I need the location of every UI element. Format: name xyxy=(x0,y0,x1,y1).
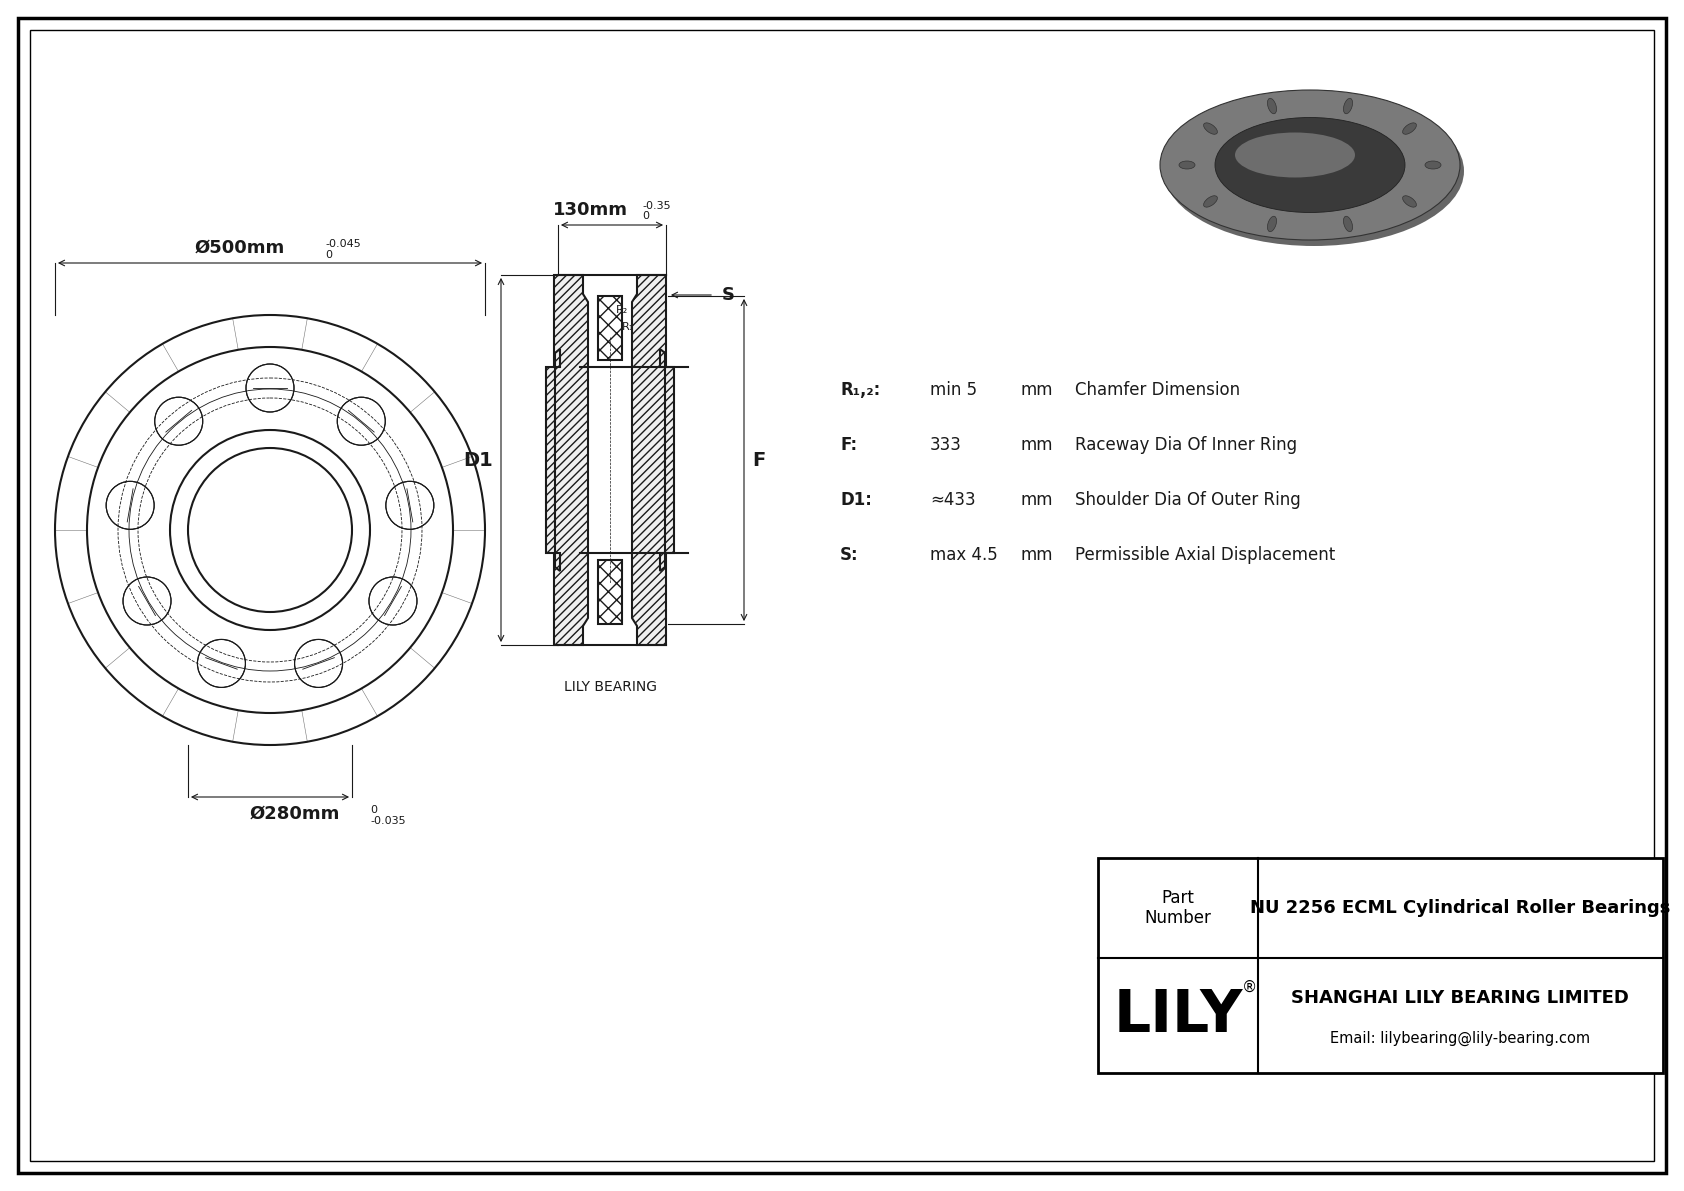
Polygon shape xyxy=(598,297,621,360)
Text: min 5: min 5 xyxy=(930,381,977,399)
Polygon shape xyxy=(660,349,674,570)
Text: -0.035: -0.035 xyxy=(370,816,406,827)
Text: S:: S: xyxy=(840,545,859,565)
Text: Raceway Dia Of Inner Ring: Raceway Dia Of Inner Ring xyxy=(1074,436,1297,454)
Text: mm: mm xyxy=(1021,381,1052,399)
Ellipse shape xyxy=(1403,195,1416,207)
Text: Shoulder Dia Of Outer Ring: Shoulder Dia Of Outer Ring xyxy=(1074,491,1300,509)
Text: Email: lilybearing@lily-bearing.com: Email: lilybearing@lily-bearing.com xyxy=(1330,1031,1590,1046)
Text: mm: mm xyxy=(1021,436,1052,454)
Text: LILY: LILY xyxy=(1113,986,1243,1043)
Text: ≈433: ≈433 xyxy=(930,491,975,509)
Ellipse shape xyxy=(1268,99,1276,114)
Text: R₁,₂:: R₁,₂: xyxy=(840,381,881,399)
Text: R₁: R₁ xyxy=(621,322,635,332)
Text: mm: mm xyxy=(1021,545,1052,565)
Text: -0.35: -0.35 xyxy=(642,201,670,211)
Text: Chamfer Dimension: Chamfer Dimension xyxy=(1074,381,1239,399)
Text: mm: mm xyxy=(1021,491,1052,509)
Text: D1: D1 xyxy=(463,450,493,469)
Text: LILY BEARING: LILY BEARING xyxy=(564,680,657,694)
Ellipse shape xyxy=(1234,132,1356,177)
Text: S: S xyxy=(722,286,734,304)
Text: -0.045: -0.045 xyxy=(325,239,360,249)
Polygon shape xyxy=(554,275,588,646)
Text: NU 2256 ECML Cylindrical Roller Bearings: NU 2256 ECML Cylindrical Roller Bearings xyxy=(1250,899,1671,917)
Text: Permissible Axial Displacement: Permissible Axial Displacement xyxy=(1074,545,1335,565)
Ellipse shape xyxy=(1204,123,1218,135)
Polygon shape xyxy=(598,560,621,624)
Text: 130mm: 130mm xyxy=(552,201,628,219)
Ellipse shape xyxy=(1403,123,1416,135)
Text: D1:: D1: xyxy=(840,491,872,509)
Ellipse shape xyxy=(1179,161,1196,169)
Ellipse shape xyxy=(1160,91,1460,241)
Ellipse shape xyxy=(1344,99,1352,114)
Text: 333: 333 xyxy=(930,436,962,454)
Ellipse shape xyxy=(1204,195,1218,207)
Text: R₂: R₂ xyxy=(616,305,628,314)
Polygon shape xyxy=(632,275,665,646)
Text: Ø500mm: Ø500mm xyxy=(195,239,285,257)
Polygon shape xyxy=(546,349,561,570)
Bar xyxy=(1098,858,1664,1073)
Ellipse shape xyxy=(1344,217,1352,232)
Ellipse shape xyxy=(1268,217,1276,232)
Text: 0: 0 xyxy=(325,250,332,260)
Text: F:: F: xyxy=(840,436,857,454)
Ellipse shape xyxy=(1214,118,1404,212)
Text: SHANGHAI LILY BEARING LIMITED: SHANGHAI LILY BEARING LIMITED xyxy=(1292,990,1628,1008)
Ellipse shape xyxy=(1164,96,1463,247)
Text: F: F xyxy=(753,450,765,469)
Text: ®: ® xyxy=(1243,979,1258,994)
Text: max 4.5: max 4.5 xyxy=(930,545,997,565)
Ellipse shape xyxy=(1425,161,1442,169)
Text: Ø280mm: Ø280mm xyxy=(249,805,340,823)
Text: 0: 0 xyxy=(370,805,377,815)
Text: Part
Number: Part Number xyxy=(1145,888,1211,928)
Text: 0: 0 xyxy=(642,211,648,222)
